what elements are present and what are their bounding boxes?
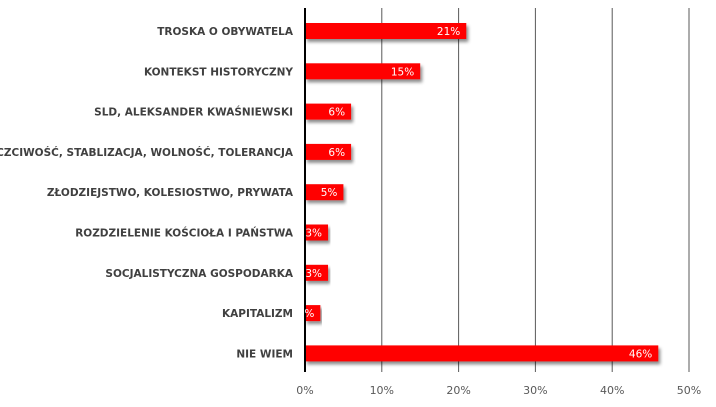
category-label: ZŁODZIEJSTWO, KOLESIOSTWO, PRYWATA: [47, 187, 294, 199]
x-tick-label: 50%: [677, 384, 701, 397]
bar: [305, 23, 467, 39]
bar: [305, 224, 329, 241]
x-tick-label: 40%: [600, 384, 624, 397]
bar: [305, 103, 352, 120]
data-label: 3%: [305, 228, 322, 240]
bar: [305, 264, 329, 281]
data-label: 2%: [298, 308, 315, 320]
x-tick-label: 0%: [296, 384, 313, 397]
category-label: SLD, ALEKSANDER KWAŚNIEWSKI: [94, 106, 293, 119]
bar: [305, 63, 421, 80]
bar: [305, 184, 344, 201]
x-tick-label: 20%: [446, 384, 470, 397]
x-tick-label: 10%: [370, 384, 394, 397]
data-label: 3%: [305, 268, 322, 280]
bar: [305, 143, 352, 160]
bar: [305, 345, 659, 362]
data-label: 6%: [328, 107, 345, 119]
category-label: UCZCIWOŚĆ, STABLIZACJA, WOLNOŚĆ, TOLERAN…: [0, 146, 294, 159]
data-label: 15%: [391, 66, 414, 78]
category-label: ROZDZIELENIE KOŚCIOŁA I PAŃSTWA: [75, 227, 294, 240]
data-label: 46%: [629, 348, 652, 360]
data-label: 6%: [328, 147, 345, 159]
data-label: 21%: [437, 26, 460, 38]
x-tick-label: 30%: [523, 384, 547, 397]
bar: [305, 305, 321, 322]
category-label: SOCJALISTYCZNA GOSPODARKA: [105, 268, 293, 280]
category-label: KAPITALIZM: [222, 308, 293, 320]
category-label: KONTEKST HISTORYCZNY: [144, 66, 293, 78]
category-label: NIE WIEM: [236, 348, 293, 360]
data-label: 5%: [321, 187, 338, 199]
category-label: TROSKA O OBYWATELA: [157, 26, 294, 38]
